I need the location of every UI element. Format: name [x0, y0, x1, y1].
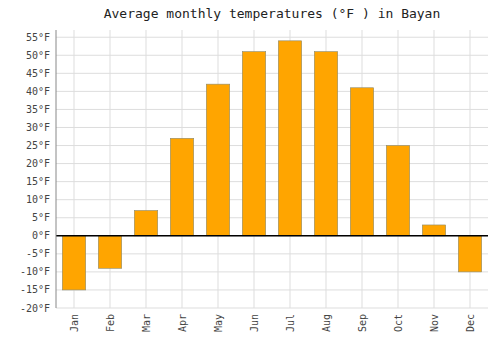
y-grid-line — [56, 217, 488, 218]
y-grid-line — [56, 73, 488, 74]
y-grid-line — [56, 109, 488, 110]
grid — [56, 30, 488, 308]
y-tick-label: 10°F — [26, 194, 50, 205]
y-grid-line — [56, 91, 488, 92]
y-grid-line — [56, 271, 488, 272]
x-tick-label: Nov — [429, 314, 440, 332]
y-tick-label: 45°F — [26, 68, 50, 79]
y-tick-label: -10°F — [20, 266, 50, 277]
y-tick-label: -20°F — [20, 303, 50, 314]
y-grid-line — [56, 145, 488, 146]
chart-svg: Average monthly temperatures (°F ) in Ba… — [0, 0, 500, 350]
y-tick-label: 5°F — [32, 212, 50, 223]
bars — [62, 41, 481, 290]
bar — [350, 88, 373, 236]
y-tick-label: 40°F — [26, 86, 50, 97]
x-tick-label: Aug — [321, 314, 332, 332]
chart-container: Average monthly temperatures (°F ) in Ba… — [0, 0, 500, 350]
x-tick-label: Oct — [393, 314, 404, 332]
bar — [134, 211, 157, 236]
zero-line — [56, 235, 488, 237]
x-tick-label: May — [213, 314, 224, 332]
x-tick-label: Jun — [249, 314, 260, 332]
y-grid-line — [56, 127, 488, 128]
y-grid-line — [56, 37, 488, 38]
bar — [278, 41, 301, 236]
y-grid-line — [56, 308, 488, 309]
y-tick-label: -5°F — [26, 248, 50, 259]
y-tick-label: 30°F — [26, 122, 50, 133]
x-tick-label: Jul — [285, 314, 296, 332]
y-grid-line — [56, 199, 488, 200]
y-tick-label: 15°F — [26, 176, 50, 187]
y-axis-line — [56, 30, 57, 308]
bar — [458, 236, 481, 272]
x-tick-label: Dec — [465, 314, 476, 332]
x-tick-label: Apr — [177, 314, 188, 332]
y-grid-line — [56, 163, 488, 164]
bar — [422, 225, 445, 236]
bar — [206, 84, 229, 236]
y-tick-label: 35°F — [26, 104, 50, 115]
x-tick-label: Mar — [141, 314, 152, 332]
y-tick-label: 50°F — [26, 50, 50, 61]
bar — [314, 52, 337, 236]
x-grid-line — [434, 30, 435, 308]
y-tick-label: -15°F — [20, 284, 50, 295]
bar — [242, 52, 265, 236]
x-tick-label: Jan — [69, 314, 80, 332]
bar — [62, 236, 85, 290]
x-grid-line — [146, 30, 147, 308]
y-grid-line — [56, 235, 488, 236]
y-grid-line — [56, 289, 488, 290]
x-tick-label: Sep — [357, 314, 368, 332]
y-tick-label: 20°F — [26, 158, 50, 169]
y-tick-label: 25°F — [26, 140, 50, 151]
y-tick-label: 0°F — [32, 230, 50, 241]
y-grid-line — [56, 181, 488, 182]
x-tick-label: Feb — [105, 314, 116, 332]
y-tick-label: 55°F — [26, 32, 50, 43]
bar — [170, 138, 193, 235]
bar — [386, 146, 409, 236]
axes: -20°F -15°F -10°F -5°F 0°F 5°F 10°F 15°F 20°F 25°… — [20, 32, 476, 332]
bar — [98, 236, 121, 268]
title: Average monthly temperatures (°F ) in Ba… — [104, 6, 441, 21]
y-grid-line — [56, 55, 488, 56]
